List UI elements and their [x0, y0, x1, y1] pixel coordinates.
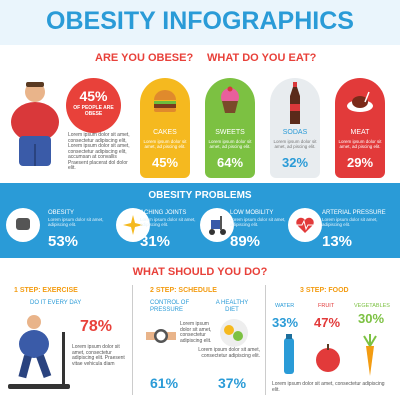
cupcake-icon — [221, 86, 239, 113]
food-item-label: FRUIT — [318, 303, 335, 309]
treadmill-icon — [8, 315, 70, 389]
problem-label: ARTERIAL PRESSURE — [322, 210, 386, 216]
header-band — [0, 0, 400, 45]
obese-value: 45% — [79, 88, 108, 104]
food-value: 29% — [346, 155, 374, 170]
scale-icon — [16, 218, 30, 230]
obese-text: Lorem ipsum dolor sit amet, consectetur … — [68, 132, 130, 171]
food-icons — [284, 334, 377, 376]
step-value: 37% — [218, 375, 247, 391]
food-label: SWEETS — [215, 129, 245, 136]
problem-value: 89% — [230, 233, 261, 250]
divider — [132, 285, 133, 395]
burger-icon — [154, 90, 176, 112]
problem-value: 53% — [48, 233, 79, 250]
step-text: Lorem ipsum dolor sit amet, consectetur … — [180, 321, 212, 344]
problems-title: OBESITY PROBLEMS — [148, 190, 252, 201]
step-item: A HEALTHY DIET — [215, 300, 249, 313]
food-value: 64% — [216, 155, 244, 170]
heart-icon — [296, 217, 314, 233]
food-item-label: VEGETABLES — [354, 303, 390, 309]
problem-value: 31% — [140, 233, 171, 250]
step-title: 1 STEP: EXERCISE — [14, 287, 78, 294]
food-item-label: WATER — [275, 303, 295, 309]
food-card: SWEETS Lorem ipsum dolor sit amet, ad pi… — [205, 78, 255, 178]
card-body — [140, 103, 190, 178]
food-label: CAKES — [153, 129, 177, 136]
divider — [265, 285, 266, 395]
problem-text: Lorem ipsum dolor sit amet, adipiscing e… — [48, 217, 104, 227]
obese-badge — [66, 78, 121, 133]
step-item: CONTROL OF PRESSURE — [150, 300, 190, 313]
problem-label: ACHING JOINTS — [140, 210, 187, 216]
problem-text: Lorem ipsum dolor sit amet, adipiscing e… — [140, 217, 196, 227]
food-item-value: 47% — [314, 315, 341, 330]
obese-caption: OF PEOPLE ARE OBESE — [73, 105, 114, 117]
step-value: 78% — [80, 318, 113, 335]
food-text: Lorem ipsum dolor sit amet, ad piscing e… — [273, 139, 317, 149]
problem-value: 13% — [322, 233, 353, 250]
joint-icon — [123, 215, 143, 235]
food-label: MEAT — [350, 129, 370, 136]
watch-icon — [146, 329, 176, 343]
step-text: Lorem ipsum dolor sit amet, consectetur … — [198, 347, 260, 359]
food-item-value: 33% — [272, 315, 299, 330]
card-body — [335, 103, 385, 178]
step-text: Lorem ipsum dolor sit amet, consectetur … — [72, 344, 125, 367]
step-text: Lorem ipsum dolor sit amet, consectetur … — [272, 381, 385, 393]
person-icon — [11, 82, 59, 166]
food-label: SODAS — [282, 129, 308, 136]
food-text: Lorem ipsum dolor sit amet, ad piscing e… — [338, 139, 382, 149]
title: OBESITY INFOGRAPHICS — [46, 7, 354, 35]
food-card: MEAT Lorem ipsum dolor sit amet, ad pisc… — [335, 78, 385, 178]
meat-icon — [347, 91, 373, 112]
scooter-icon — [209, 216, 226, 235]
diet-icon — [220, 319, 248, 347]
step-value: 61% — [150, 375, 179, 391]
food-card: CAKES Lorem ipsum dolor sit amet, ad pis… — [140, 78, 190, 178]
step-subtitle: DO IT EVERY DAY — [30, 300, 82, 306]
step-title: 2 STEP: SCHEDULE — [150, 287, 217, 294]
food-value: 45% — [151, 155, 179, 170]
food-item-value: 30% — [358, 311, 385, 326]
food-text: Lorem ipsum dolor sit amet, ad piscing e… — [143, 139, 187, 149]
card-body — [205, 103, 255, 178]
food-text: Lorem ipsum dolor sit amet, ad piscing e… — [208, 139, 252, 149]
food-card: SODAS Lorem ipsum dolor sit amet, ad pis… — [270, 78, 320, 178]
food-value: 32% — [281, 155, 309, 170]
problem-text: Lorem ipsum dolor sit amet, adipiscing e… — [322, 217, 378, 227]
soda-icon — [290, 82, 300, 124]
advice-title: WHAT SHOULD YOU DO? — [132, 266, 268, 278]
problem-text: Lorem ipsum dolor sit amet, adipiscing e… — [230, 217, 286, 227]
question: ARE YOU OBESE? — [95, 52, 194, 64]
problem-label: LOW MOBILITY — [230, 210, 274, 216]
step-title: 3 STEP: FOOD — [300, 287, 349, 294]
problem-label: OBESITY — [48, 210, 75, 216]
question: WHAT DO YOU EAT? — [207, 52, 317, 64]
